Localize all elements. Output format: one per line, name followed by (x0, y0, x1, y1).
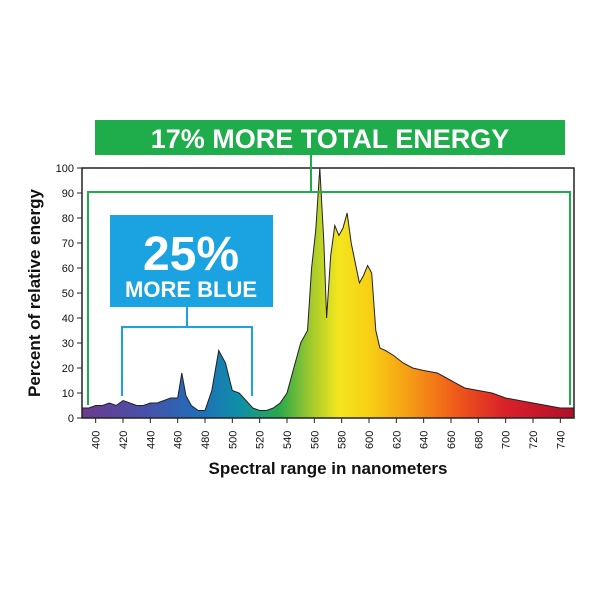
x-tick-label: 740 (555, 431, 567, 449)
total-energy-text: 17% MORE TOTAL ENERGY (151, 124, 510, 154)
x-tick-label: 460 (173, 431, 185, 449)
more-blue-percent: 25% (143, 228, 239, 281)
y-axis-ticks: 0 10 20 30 40 50 60 70 80 90 100 (56, 163, 82, 425)
x-tick-label: 600 (364, 431, 376, 449)
x-tick-label: 540 (282, 431, 294, 449)
x-tick-label: 720 (528, 431, 540, 449)
y-axis-title: Percent of relative energy (25, 189, 44, 397)
more-blue-label: MORE BLUE (125, 277, 257, 302)
x-tick-label: 640 (419, 431, 431, 449)
x-tick-label: 400 (91, 431, 103, 449)
y-tick-label: 60 (62, 263, 74, 275)
x-tick-label: 440 (145, 431, 157, 449)
y-tick-label: 70 (62, 238, 74, 250)
y-tick-label: 90 (62, 188, 74, 200)
total-energy-banner (95, 120, 565, 155)
x-tick-label: 520 (255, 431, 267, 449)
total-energy-bracket (87, 150, 571, 405)
x-axis-title: Spectral range in nanometers (208, 459, 447, 478)
x-tick-label: 480 (200, 431, 212, 449)
x-axis-ticks: 400 420 440 460 480 500 520 540 560 580 600 620 640 6… (91, 418, 567, 449)
y-tick-label: 30 (62, 338, 74, 350)
spectrum-area (81, 167, 575, 419)
x-tick-label: 700 (501, 431, 513, 449)
more-blue-banner (110, 215, 273, 307)
x-tick-label: 620 (391, 431, 403, 449)
y-tick-label: 20 (62, 363, 74, 375)
x-tick-label: 420 (118, 431, 130, 449)
x-tick-label: 580 (337, 431, 349, 449)
y-tick-label: 10 (62, 388, 74, 400)
more-blue-bracket (121, 305, 253, 396)
y-tick-label: 80 (62, 213, 74, 225)
x-tick-label: 680 (473, 431, 485, 449)
x-tick-label: 500 (227, 431, 239, 449)
x-tick-label: 660 (446, 431, 458, 449)
y-tick-label: 40 (62, 313, 74, 325)
y-tick-label: 100 (56, 163, 74, 175)
y-tick-label: 0 (68, 413, 74, 425)
y-tick-label: 50 (62, 288, 74, 300)
x-tick-label: 560 (309, 431, 321, 449)
